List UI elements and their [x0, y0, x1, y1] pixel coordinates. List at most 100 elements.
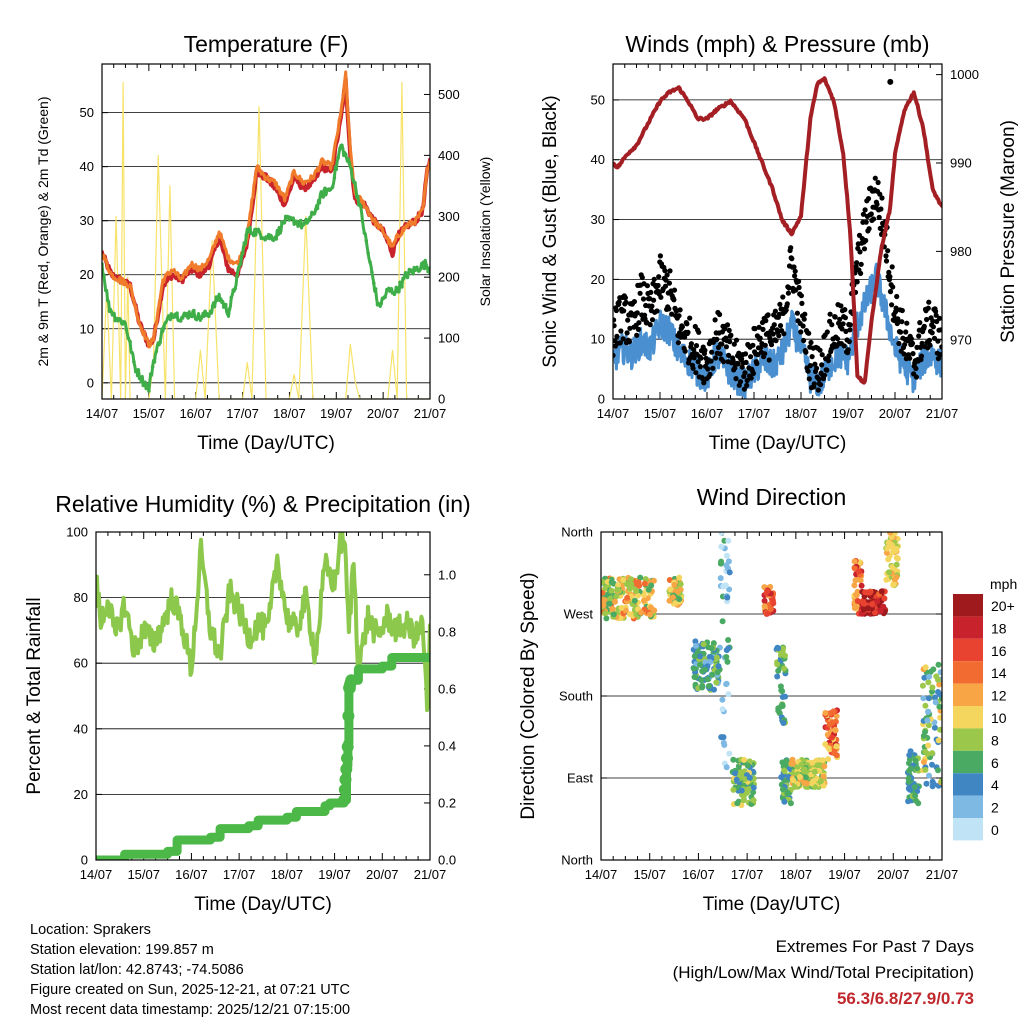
station-elevation: Station elevation: 199.857 m — [30, 942, 214, 958]
point-wind-direction — [937, 726, 942, 733]
point-2m-dewpoint — [122, 320, 127, 324]
point-gust — [773, 338, 779, 344]
point-gust — [631, 299, 638, 305]
point-gust — [637, 290, 643, 296]
point-wind-direction — [787, 800, 794, 807]
point-gust — [750, 342, 756, 348]
point-gust — [860, 211, 867, 217]
point-gust — [757, 335, 763, 341]
point-2m-dewpoint — [394, 285, 399, 290]
point-wind-direction — [723, 552, 730, 559]
point-wind-direction — [881, 595, 888, 602]
point-wind-direction — [929, 778, 936, 785]
point-wind-direction — [717, 575, 724, 582]
point-gust — [821, 372, 828, 378]
point-wind-direction — [933, 673, 940, 680]
y2-tick-label: 0.4 — [438, 738, 456, 753]
point-gust — [621, 308, 627, 314]
point-2m-dewpoint — [274, 237, 279, 241]
point-precip — [338, 794, 351, 807]
point-gust — [614, 333, 620, 339]
point-wind-direction — [801, 779, 808, 786]
point-gust — [843, 328, 849, 334]
point-gust — [913, 365, 919, 372]
point-wind-direction — [925, 708, 932, 715]
point-wind-direction — [719, 696, 726, 703]
y-tick-label: East — [567, 771, 593, 786]
point-wind-direction — [857, 577, 864, 584]
point-wind-direction — [725, 558, 732, 565]
point-wind-direction — [937, 714, 942, 721]
point-gust — [780, 294, 786, 300]
point-2m-dewpoint — [306, 219, 311, 223]
point-gust — [817, 347, 823, 353]
point-wind-direction — [833, 743, 840, 750]
point-gust — [662, 268, 668, 274]
point-gust — [777, 301, 783, 307]
point-2m-dewpoint — [238, 262, 243, 266]
point-gust — [696, 329, 702, 335]
point-wind-direction — [851, 582, 858, 589]
point-precip — [339, 773, 352, 786]
point-gust — [807, 363, 814, 369]
point-gust — [752, 326, 758, 332]
point-wind-direction — [936, 681, 942, 688]
point-wind-direction — [612, 598, 618, 605]
y-tick-label: 20 — [74, 787, 88, 802]
point-2m-dewpoint — [244, 233, 249, 237]
point-2m-dewpoint — [175, 311, 179, 316]
point-gust — [743, 359, 749, 365]
point-gust — [682, 334, 688, 340]
point-gust — [654, 308, 660, 314]
point-2m-dewpoint — [147, 389, 151, 393]
y-tick-label: North — [561, 853, 593, 868]
point-2m-dewpoint — [278, 231, 282, 235]
point-2m-dewpoint — [150, 365, 155, 369]
point-wind-direction — [615, 582, 622, 589]
point-wind-direction — [634, 592, 641, 599]
point-wind-direction — [935, 661, 942, 668]
point-wind-direction — [926, 772, 932, 779]
point-gust — [785, 290, 792, 296]
point-gust — [887, 274, 893, 280]
point-wind-direction — [923, 780, 930, 787]
point-2m-dewpoint — [203, 309, 207, 314]
point-precip — [342, 710, 355, 722]
point-gust — [739, 364, 745, 370]
point-wind-direction — [738, 787, 745, 794]
point-gust — [819, 362, 825, 368]
point-gust — [770, 331, 776, 337]
plot-area — [601, 532, 942, 809]
point-wind-direction — [922, 748, 929, 755]
point-2m-dewpoint — [133, 369, 138, 374]
series-relative-humidity — [96, 532, 430, 713]
extremes-subtitle: (High/Low/Max Wind/Total Precipitation) — [672, 963, 974, 982]
point-2m-dewpoint — [364, 239, 369, 243]
point-wind-direction — [746, 774, 753, 781]
point-wind-direction — [814, 757, 820, 764]
point-wind-direction — [601, 589, 606, 596]
point-gust — [904, 320, 910, 326]
point-wind-direction — [855, 568, 862, 575]
point-2m-dewpoint — [396, 289, 400, 294]
point-wind-direction — [641, 580, 648, 587]
point-gust — [620, 336, 626, 342]
point-wind-direction — [780, 720, 787, 726]
point-wind-direction — [640, 597, 647, 604]
point-precip — [338, 783, 351, 796]
point-wind-direction — [725, 691, 732, 698]
point-gust — [762, 351, 768, 357]
point-gust — [827, 311, 833, 317]
point-wind-direction — [814, 762, 821, 769]
point-wind-direction — [775, 706, 782, 713]
point-2m-dewpoint — [379, 301, 384, 306]
point-2m-dewpoint — [126, 336, 130, 340]
point-gust — [687, 315, 693, 321]
point-wind-direction — [925, 679, 932, 686]
x-tick-label: 14/07 — [86, 406, 119, 421]
point-2m-dewpoint — [403, 271, 408, 275]
point-wind-direction — [924, 717, 931, 724]
point-2m-dewpoint — [220, 300, 224, 305]
y2-tick-label: 1000 — [950, 67, 979, 82]
colorbar-swatch — [953, 616, 983, 639]
